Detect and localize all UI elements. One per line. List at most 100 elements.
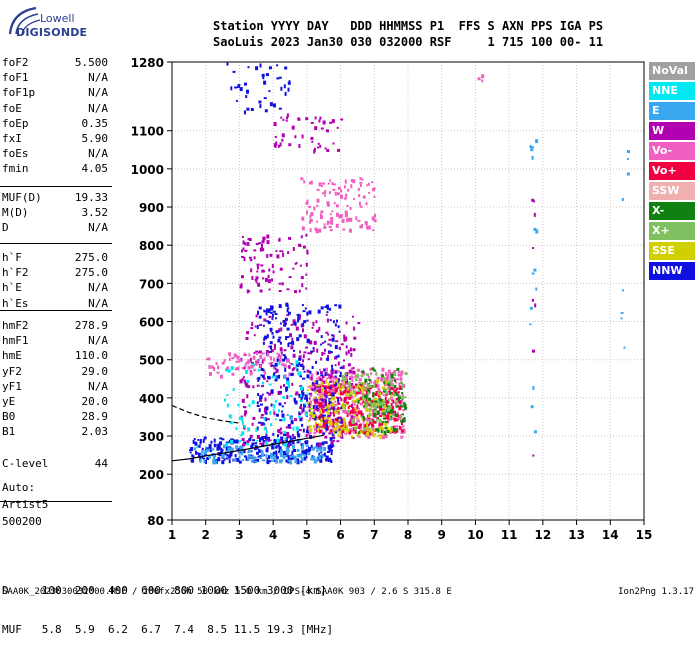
echo-point bbox=[317, 455, 321, 458]
echo-point bbox=[254, 442, 258, 445]
echo-point bbox=[373, 402, 377, 407]
echo-point bbox=[313, 435, 317, 438]
echo-point bbox=[376, 435, 379, 438]
echo-point bbox=[317, 146, 320, 149]
echo-point bbox=[262, 441, 265, 445]
echo-point bbox=[205, 446, 207, 449]
echo-point bbox=[286, 434, 290, 439]
echo-point bbox=[334, 431, 338, 434]
echo-point bbox=[318, 447, 321, 451]
echo-point bbox=[335, 379, 339, 383]
echo-point bbox=[346, 413, 349, 418]
param-value: 3.52 bbox=[81, 206, 109, 220]
echo-point bbox=[302, 245, 306, 249]
echo-point bbox=[332, 334, 335, 338]
echo-point bbox=[309, 384, 313, 387]
echo-point bbox=[258, 306, 262, 310]
echo-point bbox=[390, 376, 394, 379]
echo-point bbox=[325, 331, 329, 334]
echo-point bbox=[386, 409, 389, 412]
echo-point bbox=[386, 427, 389, 431]
echo-point bbox=[336, 418, 339, 423]
echo-point bbox=[327, 333, 330, 336]
echo-point bbox=[393, 410, 396, 414]
echo-point bbox=[336, 377, 339, 381]
autoscale-text-1: Auto: bbox=[2, 481, 36, 494]
echo-point bbox=[402, 384, 406, 388]
echo-point bbox=[330, 451, 333, 456]
echo-point bbox=[313, 340, 317, 345]
echo-point bbox=[393, 376, 396, 381]
echo-point bbox=[287, 81, 291, 85]
echo-point bbox=[354, 414, 357, 417]
echo-point bbox=[321, 185, 324, 188]
echo-point bbox=[190, 447, 194, 451]
echo-point bbox=[361, 416, 364, 421]
echo-point bbox=[300, 443, 304, 447]
echo-point bbox=[332, 188, 336, 191]
echo-point bbox=[265, 430, 268, 434]
echo-point bbox=[266, 460, 270, 463]
echo-point bbox=[535, 229, 539, 234]
echo-point bbox=[369, 385, 373, 388]
echo-point bbox=[375, 402, 379, 406]
echo-point bbox=[294, 418, 298, 422]
echo-point bbox=[201, 447, 204, 451]
echo-point bbox=[225, 457, 229, 460]
echo-point bbox=[217, 365, 220, 370]
echo-point bbox=[271, 317, 274, 320]
echo-point bbox=[533, 268, 537, 272]
echo-point bbox=[302, 366, 305, 370]
echo-point bbox=[380, 377, 384, 382]
echo-point bbox=[363, 423, 366, 427]
echo-point bbox=[261, 459, 264, 462]
echo-point bbox=[354, 429, 357, 434]
echo-point bbox=[319, 410, 323, 414]
param-value: N/A bbox=[88, 86, 108, 100]
echo-point bbox=[336, 204, 339, 208]
echo-point bbox=[253, 256, 256, 260]
echo-point bbox=[316, 204, 319, 207]
echo-point bbox=[345, 351, 348, 356]
echo-point bbox=[311, 388, 315, 392]
file-info-footer: SAA0K_2023030032000.RSF / 280fx256h 50 k… bbox=[2, 587, 452, 597]
param-separator bbox=[0, 186, 112, 187]
echo-point bbox=[259, 104, 262, 109]
echo-point bbox=[291, 454, 295, 457]
y-tick-label: 800 bbox=[139, 239, 164, 253]
echo-point bbox=[242, 459, 244, 461]
echo-point bbox=[372, 229, 375, 232]
echo-point bbox=[364, 424, 367, 427]
y-tick-label: 1000 bbox=[131, 163, 164, 177]
echo-point bbox=[310, 350, 314, 353]
echo-point bbox=[311, 326, 314, 329]
echo-point bbox=[300, 235, 303, 239]
echo-point bbox=[322, 419, 325, 422]
echo-point bbox=[228, 352, 232, 356]
echo-point bbox=[385, 372, 387, 376]
echo-point bbox=[286, 314, 290, 317]
echo-point bbox=[297, 318, 300, 323]
echo-point bbox=[349, 428, 353, 432]
echo-point bbox=[398, 406, 402, 411]
echo-point bbox=[344, 210, 348, 214]
echo-point bbox=[333, 421, 336, 425]
echo-point bbox=[213, 438, 216, 443]
echo-point bbox=[257, 455, 261, 458]
echo-point bbox=[300, 394, 303, 398]
echo-point bbox=[281, 440, 285, 444]
echo-point bbox=[256, 265, 259, 270]
echo-point bbox=[351, 376, 355, 379]
echo-point bbox=[402, 404, 405, 408]
echo-point bbox=[312, 412, 316, 415]
echo-point bbox=[323, 452, 326, 457]
echo-point bbox=[235, 439, 239, 444]
echo-point bbox=[191, 459, 195, 463]
echo-point bbox=[298, 429, 302, 432]
echo-point bbox=[328, 457, 331, 462]
echo-point bbox=[343, 401, 346, 403]
echo-point bbox=[291, 363, 293, 365]
echo-point bbox=[337, 400, 340, 405]
echo-point bbox=[278, 290, 282, 292]
echo-point bbox=[235, 427, 238, 431]
